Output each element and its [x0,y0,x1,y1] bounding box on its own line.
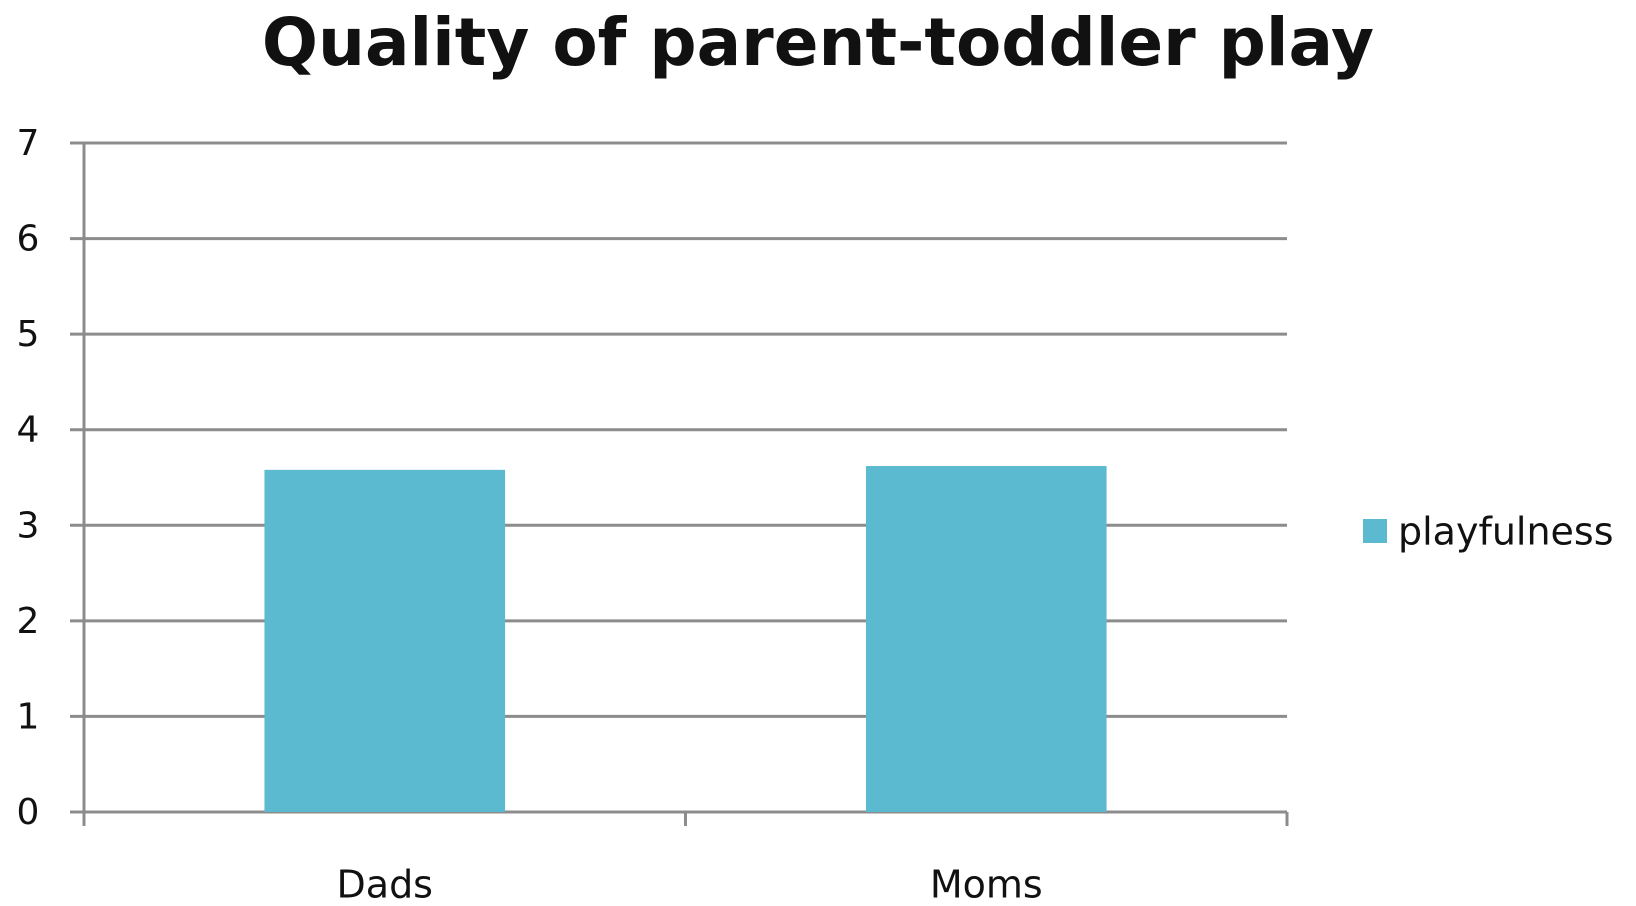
y-tick-label: 7 [17,123,40,164]
x-tick-label: Dads [337,863,433,903]
x-tick-label: Moms [930,863,1043,903]
y-tick-label: 5 [17,314,40,355]
y-tick-label: 4 [17,410,40,451]
y-tick-label: 2 [17,601,40,642]
bar [865,466,1107,812]
legend-swatch [1363,519,1387,543]
y-tick-label: 1 [17,696,40,737]
bar [264,469,506,812]
y-tick-label: 0 [17,792,40,833]
chart-title: Quality of parent-toddler play [262,4,1374,81]
legend-label: playfulness [1398,510,1614,554]
y-tick-label: 6 [17,219,40,260]
y-tick-label: 3 [17,505,40,546]
